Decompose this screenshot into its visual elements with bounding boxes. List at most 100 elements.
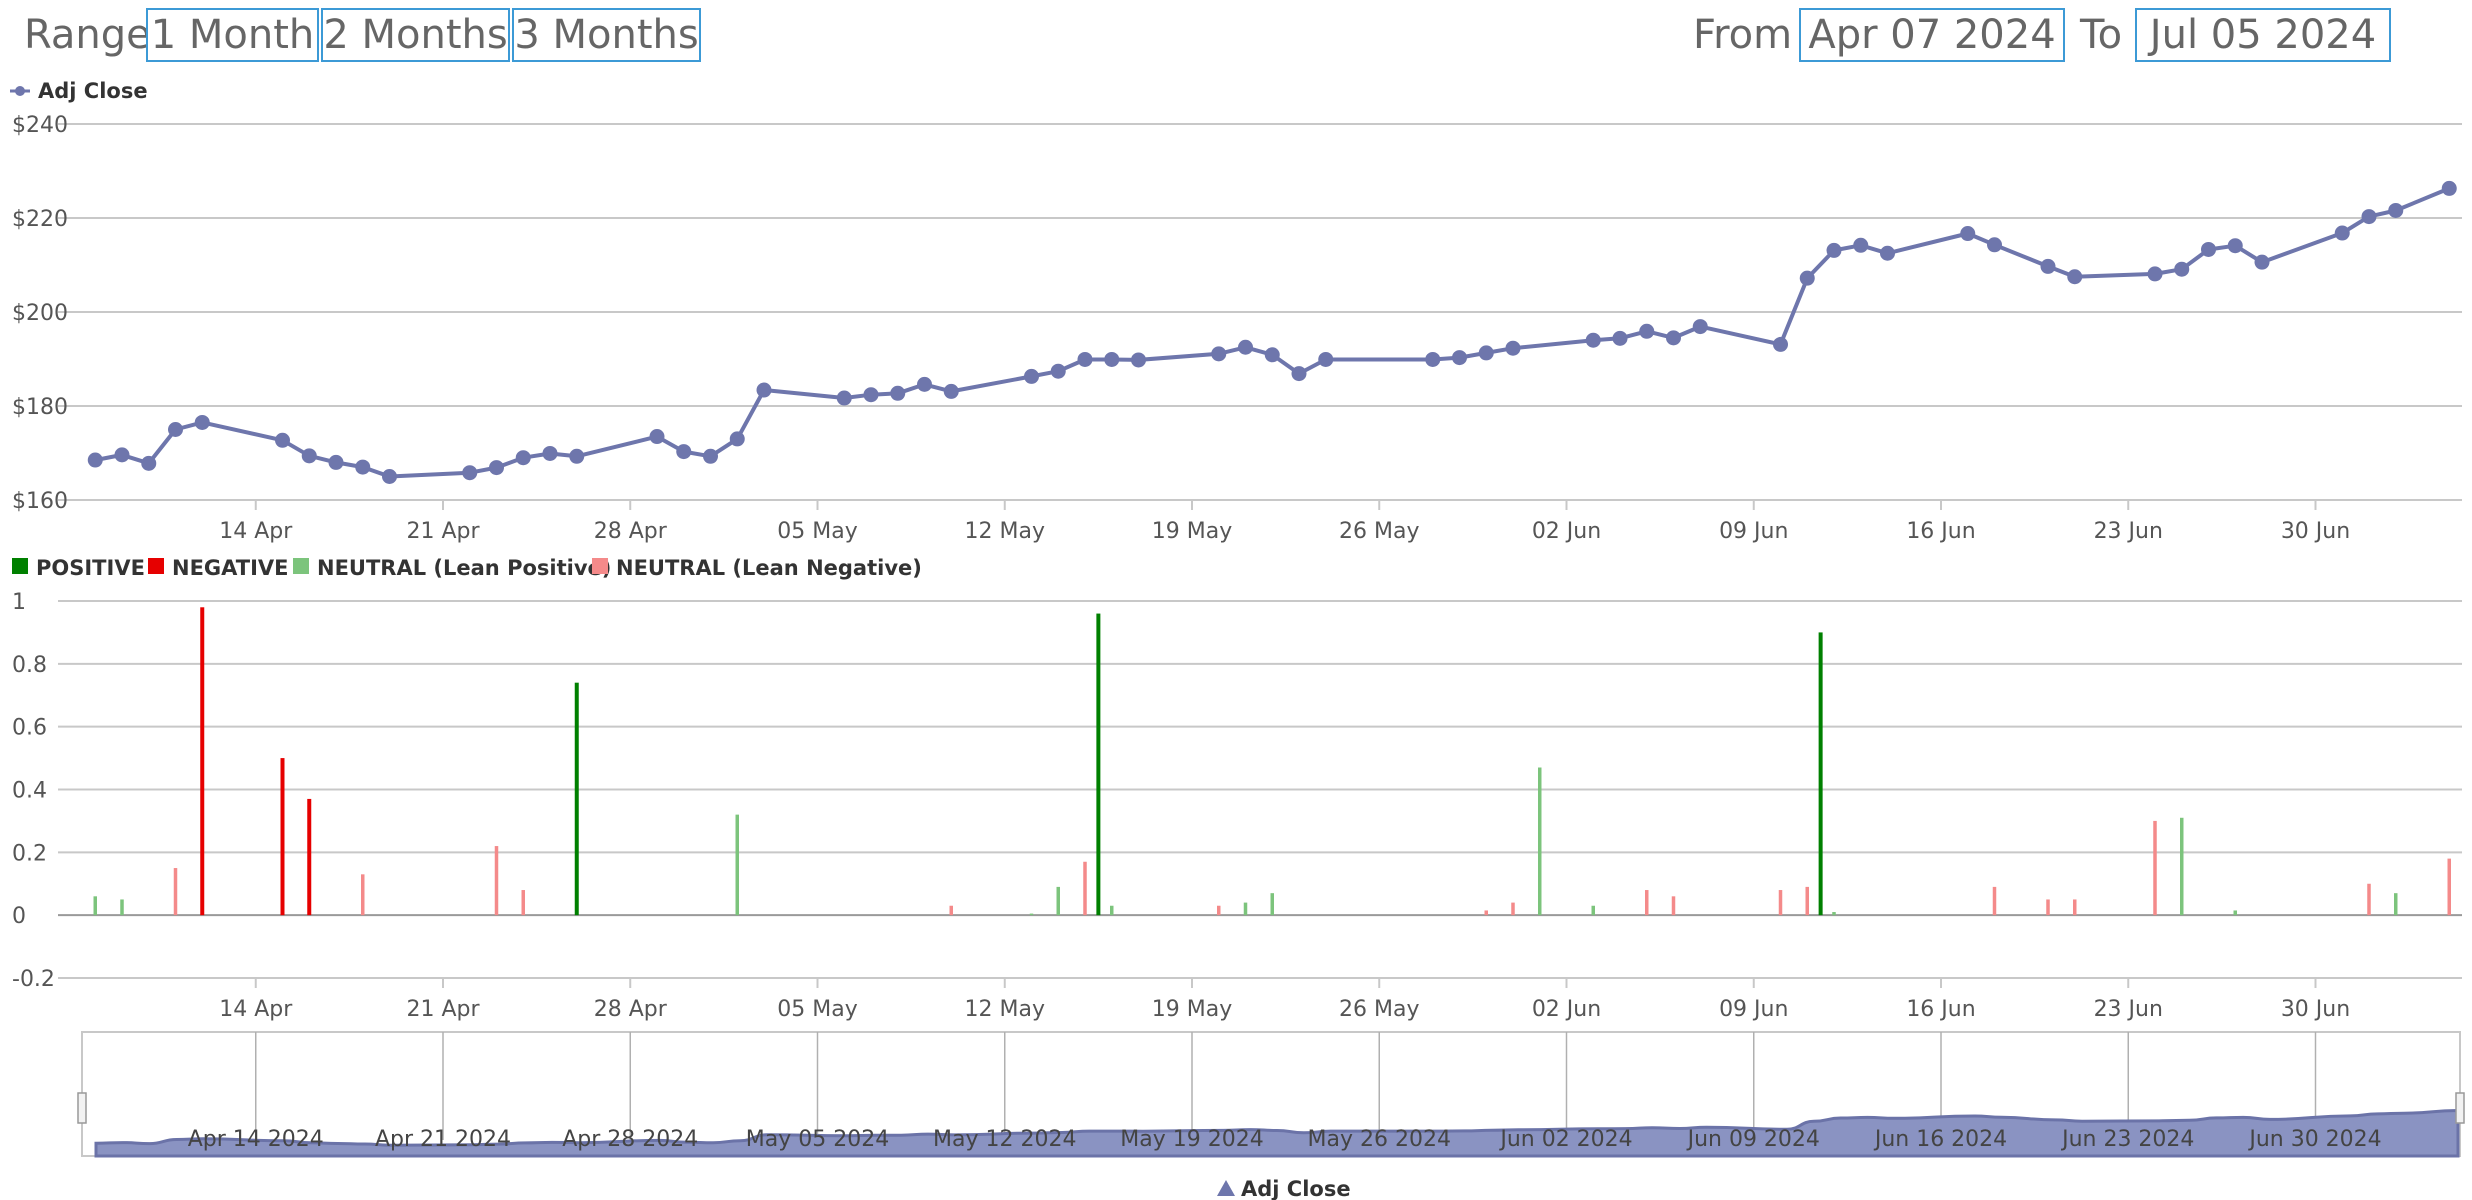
sentiment-bar xyxy=(1083,861,1087,916)
navigator-legend-label: Adj Close xyxy=(1241,1177,1351,1200)
sentiment-bar xyxy=(1270,893,1274,916)
adj-close-point xyxy=(1666,330,1681,346)
price-x-tick-label: 02 Jun xyxy=(1532,519,1601,544)
navigator-x-tick-label: May 19 2024 xyxy=(1120,1127,1263,1152)
sentiment-bar xyxy=(1832,912,1836,916)
sentiment-bar xyxy=(173,868,178,916)
adj-close-point xyxy=(515,450,531,466)
adj-close-point xyxy=(836,390,852,406)
sentiment-bar xyxy=(1243,902,1248,916)
sentiment-bar xyxy=(1778,890,1783,916)
sentiment-y-tick-label: 0.6 xyxy=(12,716,47,741)
range-label: Range xyxy=(24,12,151,58)
sentiment-x-tick-label: 12 May xyxy=(965,997,1045,1022)
sentiment-bar xyxy=(1110,905,1114,916)
adj-close-point xyxy=(542,445,558,461)
sentiment-bar xyxy=(1538,767,1542,916)
adj-close-point xyxy=(1238,339,1253,355)
adj-close-point xyxy=(1987,237,2002,253)
navigator-x-tick-label: Apr 21 2024 xyxy=(375,1127,511,1152)
adj-close-point xyxy=(1131,352,1146,368)
adj-close-point xyxy=(1024,368,1039,384)
adj-close-point xyxy=(2227,238,2243,254)
navigator-x-tick-label: Jun 02 2024 xyxy=(1498,1127,1632,1152)
adj-close-point xyxy=(1505,340,1521,356)
navigator-x-tick-label: May 12 2024 xyxy=(933,1127,1076,1152)
sentiment-bar xyxy=(521,890,525,916)
legend-swatch-lean-pos xyxy=(293,558,309,574)
adj-close-point xyxy=(1880,245,1895,261)
price-y-tick-label: $220 xyxy=(12,207,68,232)
adj-close-point xyxy=(649,429,665,445)
range-2-months-button[interactable]: 2 Months xyxy=(321,8,510,62)
adj-close-point xyxy=(1639,323,1655,339)
adj-close-point xyxy=(2147,266,2163,282)
adj-close-point xyxy=(275,432,290,448)
sentiment-bar xyxy=(2180,817,2184,916)
price-x-tick-label: 19 May xyxy=(1152,519,1232,544)
adj-close-point xyxy=(1050,363,1066,379)
legend-swatch-negative xyxy=(148,558,164,574)
sentiment-x-tick-label: 23 Jun xyxy=(2094,997,2163,1022)
sentiment-bar xyxy=(1645,890,1649,916)
adj-close-point xyxy=(1211,346,1227,362)
adj-close-point xyxy=(729,431,745,447)
range-1-month-button[interactable]: 1 Month xyxy=(146,8,319,62)
price-y-tick-label: $200 xyxy=(12,301,68,326)
sentiment-y-tick-label: 0 xyxy=(12,904,26,929)
adj-close-point xyxy=(1612,330,1628,346)
adj-close-point xyxy=(141,455,157,471)
sentiment-bar xyxy=(1818,632,1823,916)
sentiment-bar xyxy=(494,846,499,916)
to-date-input[interactable]: Jul 05 2024 xyxy=(2135,8,2391,62)
sentiment-x-tick-label: 21 Apr xyxy=(406,997,480,1022)
price-x-tick-label: 05 May xyxy=(777,519,857,544)
sentiment-y-tick-label: 0.4 xyxy=(12,779,47,804)
adj-close-point xyxy=(1853,237,1869,253)
sentiment-bar xyxy=(1591,905,1595,916)
sentiment-x-tick-label: 26 May xyxy=(1339,997,1419,1022)
sentiment-bar xyxy=(361,874,365,916)
sentiment-bar xyxy=(949,905,953,916)
navigator-x-tick-label: May 26 2024 xyxy=(1308,1127,1451,1152)
sentiment-y-tick-label: 0.8 xyxy=(12,653,47,678)
sentiment-bar xyxy=(1056,886,1060,916)
adj-close-point xyxy=(676,444,692,460)
navigator-handle-left[interactable] xyxy=(77,1092,87,1124)
adj-close-point xyxy=(703,448,718,464)
sentiment-bar xyxy=(200,607,205,916)
adj-close-point xyxy=(2040,258,2056,274)
sentiment-bar xyxy=(2073,899,2077,916)
sentiment-bar xyxy=(307,798,312,916)
navigator-handle-right[interactable] xyxy=(2455,1092,2465,1124)
sentiment-bar xyxy=(2367,883,2371,916)
adj-close-point xyxy=(1799,270,1815,286)
price-x-tick-label: 28 Apr xyxy=(594,519,668,544)
navigator-x-tick-label: Jun 09 2024 xyxy=(1686,1127,1820,1152)
sentiment-x-tick-label: 19 May xyxy=(1152,997,1232,1022)
sentiment-x-tick-label: 09 Jun xyxy=(1719,997,1788,1022)
adj-close-point xyxy=(168,422,183,437)
price-x-tick-label: 12 May xyxy=(965,519,1045,544)
sentiment-bar xyxy=(574,682,579,916)
from-date-input[interactable]: Apr 07 2024 xyxy=(1799,8,2065,62)
adj-close-point xyxy=(2388,202,2404,218)
adj-close-point xyxy=(301,448,317,464)
from-label: From xyxy=(1693,12,1793,58)
range-3-months-button[interactable]: 3 Months xyxy=(512,8,701,62)
adj-close-point xyxy=(1104,351,1120,367)
sentiment-bar xyxy=(1484,910,1488,916)
adj-close-point xyxy=(2361,209,2377,225)
sentiment-bar xyxy=(1096,613,1101,916)
sentiment-bar xyxy=(2046,899,2050,916)
adj-close-point xyxy=(382,469,397,484)
adj-close-point xyxy=(2334,225,2350,241)
range-toolbar: Range 1 Month 2 Months 3 Months From Apr… xyxy=(0,0,2472,80)
sentiment-x-tick-label: 05 May xyxy=(777,997,857,1022)
sentiment-bar xyxy=(93,896,97,916)
legend-label-lean-neg: NEUTRAL (Lean Negative) xyxy=(616,556,922,580)
navigator-x-tick-label: Apr 28 2024 xyxy=(562,1127,698,1152)
price-y-tick-label: $180 xyxy=(12,395,68,420)
navigator-x-tick-label: May 05 2024 xyxy=(746,1127,889,1152)
